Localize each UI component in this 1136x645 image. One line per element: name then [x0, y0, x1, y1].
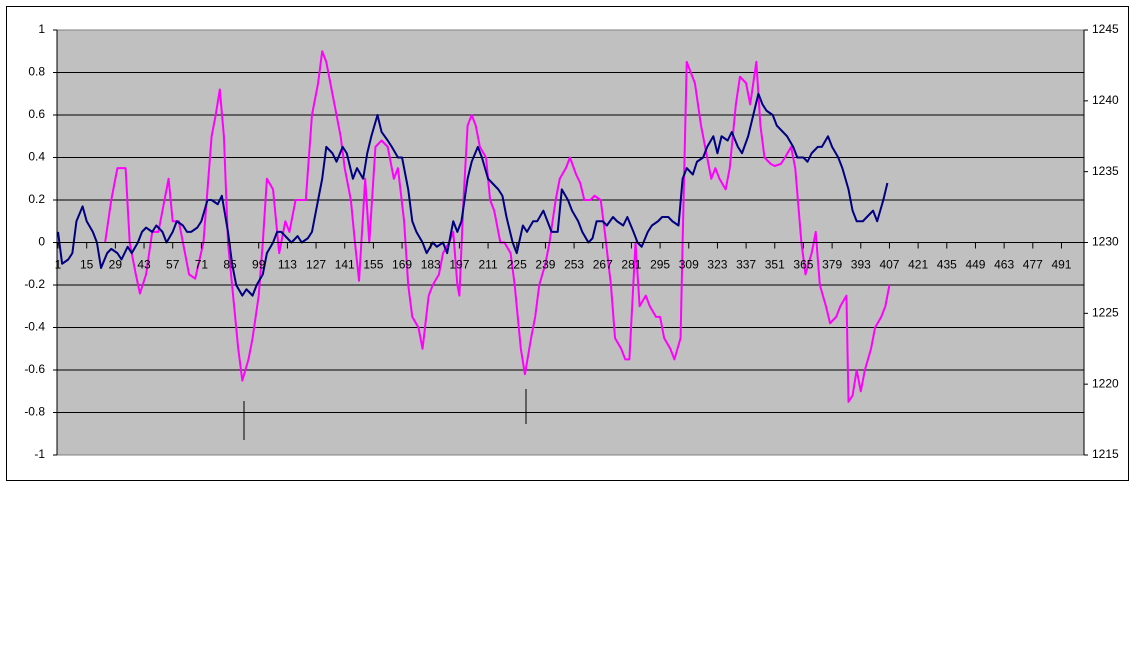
y2-tick-label: 1240	[1092, 93, 1119, 107]
series-line	[57, 92, 889, 297]
x-tick-label: 225	[507, 258, 527, 272]
x-tick-label: 211	[479, 258, 498, 272]
x-tick-label: 197	[449, 258, 469, 272]
x-tick-label: 435	[937, 258, 957, 272]
x-tick-label: 281	[621, 258, 641, 272]
x-tick-label: 477	[1023, 258, 1043, 272]
x-tick-label: 365	[793, 258, 813, 272]
axes: -1 -0.8 -0.6 -0.4 -0.2 0 0.2 0.4 0.6 0.8 1 1215 1220…	[24, 22, 1119, 461]
y-tick-label: 0.4	[28, 150, 45, 164]
y2-tick-label: 1220	[1092, 376, 1119, 390]
y2-tick-label: 1245	[1092, 22, 1119, 36]
x-tick-label: 155	[363, 258, 383, 272]
x-tick-label: 379	[822, 258, 842, 272]
x-tick-label: 29	[109, 258, 123, 272]
y-tick-label: 1	[38, 22, 45, 36]
y-tick-label: 0.2	[28, 192, 45, 206]
x-tick-label: 421	[908, 258, 928, 272]
y2-tick-label: 1235	[1092, 164, 1119, 178]
x-tick-label: 183	[421, 258, 441, 272]
y2-tick-label: 1230	[1092, 235, 1119, 249]
x-tick-label: 407	[879, 258, 899, 272]
x-tick-label: 113	[278, 258, 297, 272]
y-tick-label: 0.6	[28, 107, 45, 121]
x-tick-label: 393	[851, 258, 871, 272]
x-tick-label: 337	[736, 258, 756, 272]
x-tick-label: 309	[679, 258, 699, 272]
x-tick-label: 169	[392, 258, 412, 272]
y-tick-label: 0.8	[28, 65, 45, 79]
x-tick-label: 71	[195, 258, 209, 272]
x-tick-label: 449	[965, 258, 985, 272]
x-tick-label: 57	[166, 258, 180, 272]
y-tick-label: -0.8	[24, 405, 45, 419]
x-tick-label: 127	[306, 258, 326, 272]
y2-tick-label: 1225	[1092, 306, 1119, 320]
x-tick-label: 323	[707, 258, 727, 272]
y-tick-label: -0.2	[24, 277, 45, 291]
y-tick-label: 0	[38, 235, 45, 249]
y-tick-label: -0.6	[24, 362, 45, 376]
y-tick-label: -1	[34, 447, 45, 461]
x-tick-label: 85	[223, 258, 237, 272]
x-tick-label: 351	[765, 258, 785, 272]
x-tick-label: 15	[80, 258, 94, 272]
x-tick-label: 141	[335, 258, 355, 272]
x-tick-label: 267	[593, 258, 613, 272]
x-tick-label: 239	[535, 258, 555, 272]
y2-tick-label: 1215	[1092, 447, 1119, 461]
x-tick-label: 1	[55, 258, 62, 272]
x-tick-label: 43	[137, 258, 151, 272]
x-tick-label: 491	[1051, 258, 1071, 272]
x-tick-label: 463	[994, 258, 1014, 272]
x-tick-label: 99	[252, 258, 266, 272]
x-tick-label: 295	[650, 258, 670, 272]
y-tick-label: -0.4	[24, 320, 45, 334]
x-tick-label: 253	[564, 258, 584, 272]
